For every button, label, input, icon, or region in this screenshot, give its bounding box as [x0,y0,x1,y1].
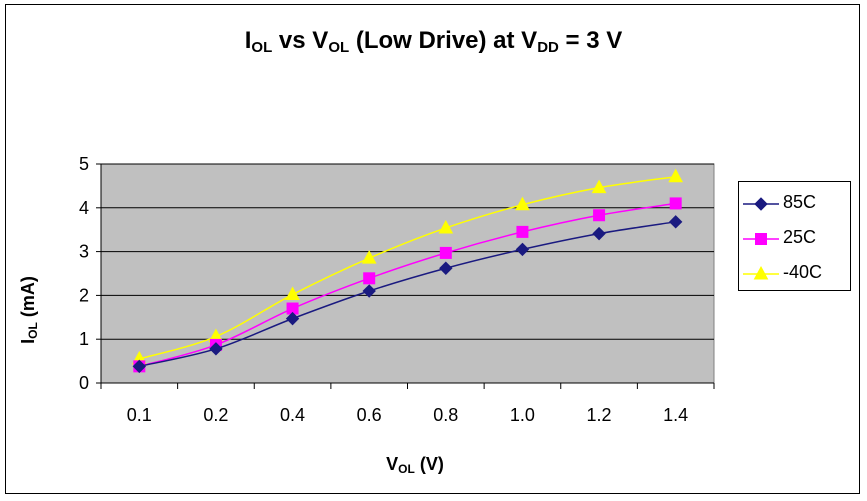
x-tick-label: 1.0 [510,405,535,425]
x-axis-label: VOL (V) [300,454,530,476]
x-tick-label: 1.2 [587,405,612,425]
title-part-4: = 3 V [558,27,623,54]
title-sub-3: DD [537,39,559,56]
series-40c [131,168,684,365]
legend-swatch-25c [743,233,779,245]
data-point-25c [363,272,376,285]
data-point-25c [516,225,529,238]
data-point-85c [285,311,300,326]
data-point-85c [132,359,147,374]
x-tick-label: 0.4 [280,405,305,425]
data-point-40c [591,179,607,194]
title-sub-2: OL [328,39,350,56]
x-tick-label: 0.2 [203,405,228,425]
data-point-40c [668,168,684,183]
title-part-3: (Low Drive) at V [349,27,538,54]
x-tick-label: 0.6 [357,405,382,425]
legend-label-40c: -40C [783,262,823,282]
legend-label-25c: 25C [783,227,817,247]
legend-swatch-85c [743,197,779,211]
y-tick-label: 0 [79,373,89,393]
legend-marker-25c [755,233,767,245]
x-label-main: V [386,454,399,474]
series-85c [132,215,683,374]
y-tick-label: 2 [79,285,89,305]
y-tick-label: 5 [79,154,89,174]
data-point-25c [439,246,452,259]
series-line-85c [139,221,676,368]
legend-marker-40c [753,265,769,280]
data-point-40c [285,286,300,301]
series-line-25c [139,202,676,368]
data-point-40c [515,196,530,211]
title-sub-1: OL [251,39,273,56]
data-point-40c [438,219,454,234]
x-tick-label: 1.4 [663,405,688,425]
y-tick-label: 1 [79,329,89,349]
data-point-40c [361,250,377,264]
legend-item-85c: 85C [739,186,850,220]
legend: 85C 25C -40C [738,181,851,291]
x-label-rest: (V) [414,454,444,474]
y-label-main: I [18,338,38,344]
legend-label-85c: 85C [783,192,817,212]
legend-swatch-40c [743,265,779,280]
legend-item-40c: -40C [739,256,850,290]
data-point-25c [669,197,682,210]
title-part-1: I [244,27,252,54]
data-point-85c [362,284,376,298]
x-tick-label: 0.1 [127,405,152,425]
plot-background [100,163,715,384]
data-point-85c [439,261,453,275]
title-part-2: vs V [272,27,329,54]
data-point-25c [593,209,606,222]
y-tick-label: 3 [79,242,89,262]
y-tick-label: 4 [79,198,89,218]
data-point-85c [668,215,683,229]
data-point-85c [515,242,530,257]
series-line-40c [139,175,676,360]
data-point-85c [209,342,223,356]
y-axis-label: IOL (mA) [18,210,40,410]
y-label-sub: OL [26,322,40,339]
y-label-rest: (mA) [18,276,38,323]
x-label-sub: OL [398,462,415,476]
legend-item-25c: 25C [739,221,850,255]
x-tick-label: 0.8 [433,405,458,425]
legend-marker-85c [754,197,768,211]
chart-title: IOL vs VOL (Low Drive) at VDD = 3 V [0,27,867,56]
data-point-85c [592,226,606,241]
